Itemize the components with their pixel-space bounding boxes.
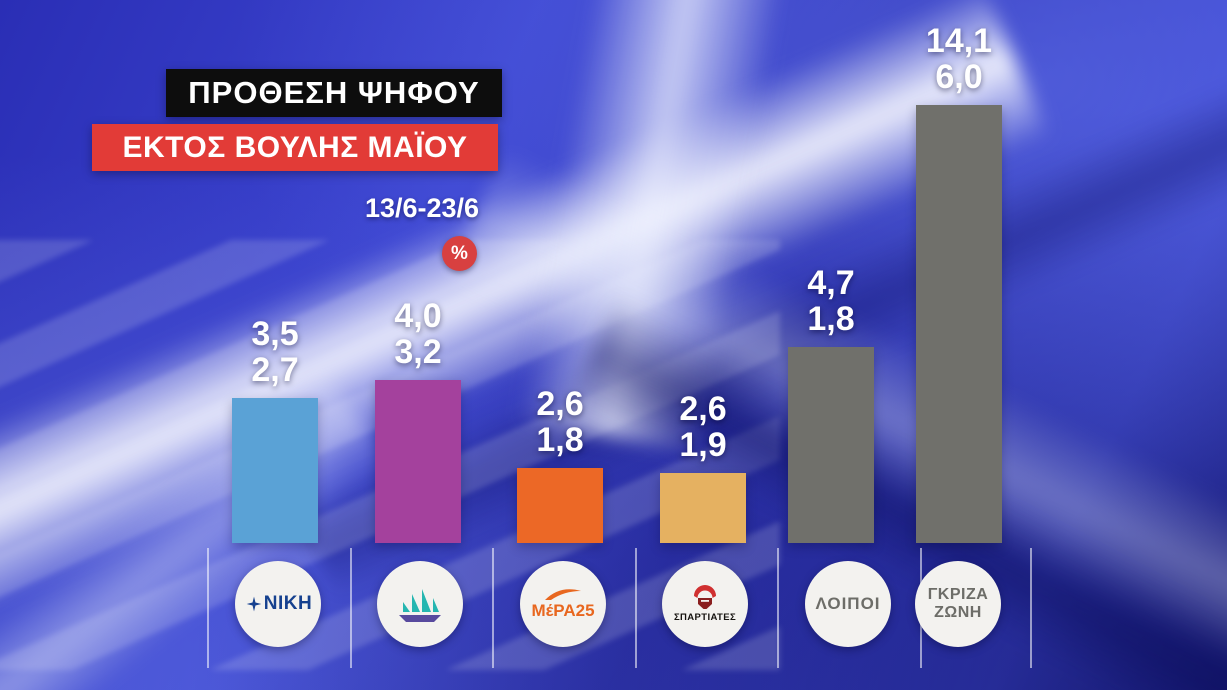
niki-logo: ΝΙΚΗ [244,593,312,615]
bar-value-top: 3,5 [251,314,299,353]
party-badge-mera25: ΜέΡΑ25 [520,561,606,647]
bar-value-bottom: 1,8 [536,421,584,460]
bar-value-labels: 2,6 1,8 [536,384,584,460]
bar-value-labels: 4,7 1,8 [807,263,855,339]
column-separator [777,548,779,668]
chart-title-box: ΠΡΟΘΕΣΗ ΨΗΦΟΥ [166,69,502,117]
bar-value-top: 4,0 [394,296,442,335]
bar-gkriza-zoni: 14,1 6,0 [916,22,1002,543]
bar-niki: 3,5 2,7 [232,315,318,543]
bar-value-top: 2,6 [679,389,727,428]
swoosh-icon [544,587,582,601]
party-badge-label: ΓΚΡΙΖΑ ΖΩΝΗ [927,585,989,621]
percent-sign: % [451,242,468,264]
party-badge-gkriza-zoni: ΓΚΡΙΖΑ ΖΩΝΗ [915,561,1001,647]
bar-value-top: 14,1 [925,21,993,60]
party-badge-spartiates: ΣΠΑΡΤΙΑΤΕΣ [662,561,748,647]
bar-sailboat-party: 4,0 3,2 [375,297,461,543]
bar-value-bottom: 3,2 [394,333,442,372]
bar-value-labels: 2,6 1,9 [679,389,727,465]
column-separator [207,548,209,668]
date-range: 13/6-23/6 [364,193,480,223]
percent-badge: % [442,236,477,271]
bar-value-bottom: 2,7 [251,351,299,390]
bar-value-labels: 3,5 2,7 [251,314,299,390]
bar-value-top: 4,7 [807,263,855,302]
bar-value-labels: 14,1 6,0 [925,21,993,97]
bar-value-bottom: 1,8 [807,300,855,339]
column-separator [1030,548,1032,668]
bar-value-top: 2,6 [536,384,584,423]
party-badge-niki: ΝΙΚΗ [235,561,321,647]
column-separator [635,548,637,668]
column-separator [350,548,352,668]
party-badge-sailboat [377,561,463,647]
bar-value-bottom: 1,9 [679,426,727,465]
spartan-helmet-icon [689,584,721,611]
sailboat-icon [395,583,445,625]
party-badge-label: ΣΠΑΡΤΙΑΤΕΣ [673,611,737,623]
party-badge-loipoi: ΛΟΙΠΟΙ [805,561,891,647]
party-badge-label: ΜέΡΑ25 [531,601,595,621]
bar-value-bottom: 6,0 [935,58,983,97]
bar-loipoi: 4,7 1,8 [788,264,874,543]
chart-subtitle: ΕΚΤΟΣ ΒΟΥΛΗΣ ΜΑΪΟΥ [122,130,468,164]
compass-star-icon [246,596,262,612]
chart-subtitle-box: ΕΚΤΟΣ ΒΟΥΛΗΣ ΜΑΪΟΥ [92,124,498,171]
bar-value-labels: 4,0 3,2 [394,296,442,372]
chart-title: ΠΡΟΘΕΣΗ ΨΗΦΟΥ [188,75,480,110]
column-separator [492,548,494,668]
bar-mera25: 2,6 1,8 [517,385,603,543]
bar-spartiates: 2,6 1,9 [660,390,746,543]
party-badge-label: ΝΙΚΗ [263,593,313,615]
party-badge-label: ΛΟΙΠΟΙ [815,594,881,614]
